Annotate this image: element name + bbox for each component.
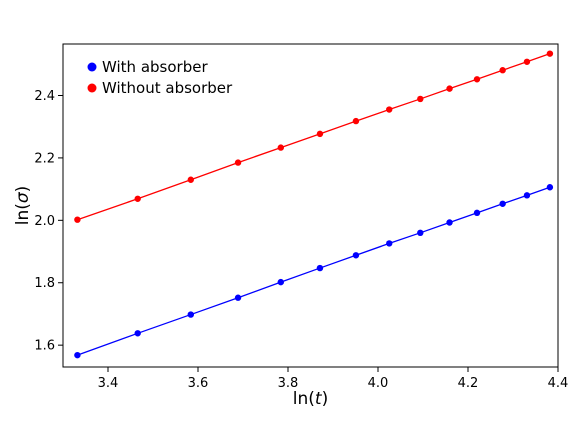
x-tick-label: 4.2 (458, 376, 479, 391)
data-point (417, 95, 424, 103)
data-point (187, 176, 194, 183)
data-point (473, 209, 481, 217)
y-tick-label: 1.6 (34, 339, 55, 354)
y-tick-label: 1.8 (34, 276, 55, 291)
data-point (417, 229, 424, 237)
series-line-0 (77, 186, 551, 356)
plot-area (62, 43, 559, 368)
legend-marker-1 (87, 83, 97, 93)
data-point (277, 278, 284, 286)
data-point (386, 106, 393, 113)
data-point (74, 216, 81, 223)
data-point (316, 130, 324, 138)
y-tick-label: 2.0 (34, 214, 55, 229)
data-point (234, 294, 242, 301)
y-axis: 1.6 1.8 2.0 2.2 2.4 (34, 89, 63, 354)
data-point (316, 264, 324, 272)
data-point (523, 58, 531, 65)
data-point (446, 219, 453, 226)
data-point (352, 252, 360, 259)
y-tick-label: 2.4 (34, 89, 55, 104)
data-point (134, 195, 141, 202)
data-point (499, 67, 506, 74)
data-point (546, 50, 554, 57)
y-axis-label: ln(σ) (13, 186, 33, 226)
data-point (352, 117, 360, 125)
x-tick-label: 4.0 (368, 376, 389, 391)
data-point (386, 240, 393, 247)
data-point (277, 144, 284, 151)
data-point (499, 200, 506, 207)
data-point (473, 76, 481, 83)
legend-marker-0 (87, 62, 97, 72)
legend: With absorber Without absorber (87, 58, 233, 97)
x-tick-label: 3.8 (278, 376, 299, 391)
data-point (134, 330, 141, 337)
series-line-1 (77, 53, 551, 221)
data-point (74, 351, 81, 359)
data-point (446, 85, 453, 92)
data-point (187, 311, 194, 318)
legend-label-0: With absorber (102, 58, 208, 76)
x-tick-label: 3.4 (98, 376, 119, 391)
data-point (234, 159, 242, 166)
x-axis-label: ln(t) (293, 389, 328, 409)
series-layer (74, 50, 554, 359)
y-tick-label: 2.2 (34, 151, 55, 166)
x-axis: 3.4 3.6 3.8 4.0 4.2 4.4 (98, 367, 569, 391)
legend-label-1: Without absorber (102, 79, 233, 97)
data-point (546, 184, 554, 191)
data-point (523, 192, 531, 199)
x-tick-label: 4.4 (548, 376, 569, 391)
x-tick-label: 3.6 (188, 376, 209, 391)
